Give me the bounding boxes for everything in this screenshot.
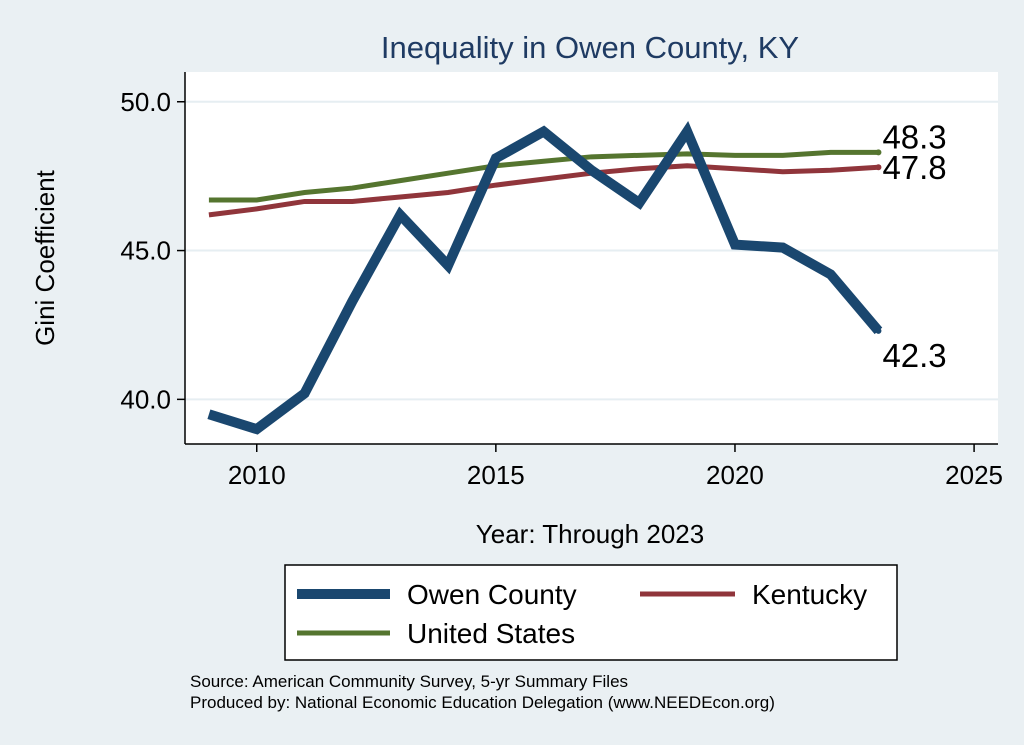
y-axis-label: Gini Coefficient: [30, 169, 60, 346]
produced-by-note: Produced by: National Economic Education…: [190, 693, 775, 712]
legend-box: [284, 564, 898, 661]
x-axis-label: Year: Through 2023: [476, 519, 704, 549]
series-endpoint-owen-county: [875, 327, 882, 334]
series-line-kentucky: [208, 163, 879, 218]
end-label-united-states: 48.3: [882, 118, 946, 155]
end-label-kentucky: 47.8: [882, 149, 946, 186]
y-ticks: 40.0 45.0 50.0: [120, 87, 185, 414]
end-label-owen-county: 42.3: [882, 337, 946, 374]
plot-area: [185, 72, 998, 444]
series-endpoint-united-states: [875, 149, 882, 156]
series-line-owen-county: [207, 121, 883, 435]
legend-label-owen-county: Owen County: [407, 579, 577, 610]
series-line-united-states: [208, 149, 879, 203]
end-labels: 42.3 47.848.3: [882, 118, 946, 374]
y-tick-label: 40.0: [120, 384, 171, 414]
series-endpoint-kentucky: [875, 164, 882, 171]
x-tick-label: 2020: [706, 460, 764, 490]
legend-label-united-states: United States: [407, 618, 575, 649]
legend-label-kentucky: Kentucky: [752, 579, 867, 610]
x-tick-label: 2010: [228, 460, 286, 490]
legend: Owen County Kentucky United States: [284, 564, 898, 661]
x-tick-label: 2025: [945, 460, 1003, 490]
gridlines: [185, 100, 998, 401]
y-tick-label: 45.0: [120, 236, 171, 266]
series-layer: [207, 121, 883, 435]
x-ticks: 2010 2015 2020 2025: [228, 444, 1003, 490]
x-tick-label: 2015: [467, 460, 525, 490]
axes: [184, 72, 998, 445]
chart-title: Inequality in Owen County, KY: [381, 30, 799, 65]
source-note: Source: American Community Survey, 5-yr …: [190, 672, 628, 691]
y-tick-label: 50.0: [120, 87, 171, 117]
